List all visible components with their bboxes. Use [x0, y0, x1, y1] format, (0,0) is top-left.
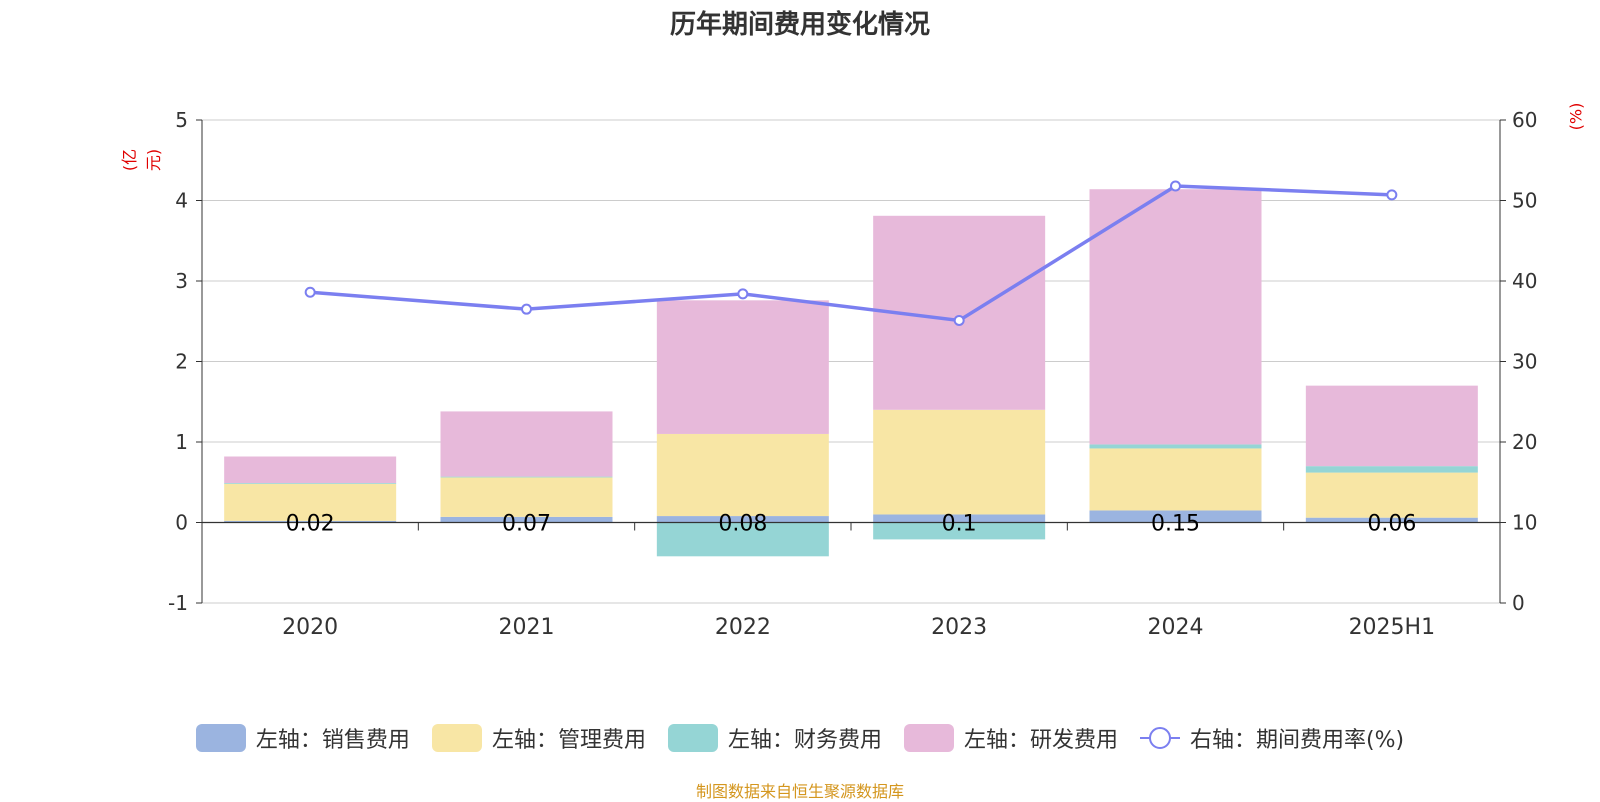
bar-finance-2024 [1089, 444, 1262, 449]
bar-sales-2024 [1089, 510, 1262, 523]
bar-admin-2023 [873, 409, 1046, 515]
bar-sales-2025H1 [1305, 517, 1478, 523]
bar-sales-2023 [873, 514, 1046, 523]
left-axis-tick-label: 1 [175, 430, 188, 454]
right-axis-tick-label: 30 [1512, 350, 1537, 374]
bar-rnd-2022 [656, 300, 829, 434]
bar-admin-2024 [1089, 448, 1262, 511]
legend-swatch-sales [195, 724, 246, 752]
legend-label-admin: 左轴：管理费用 [491, 728, 646, 753]
x-axis-category-label: 2020 [282, 615, 338, 640]
data-label-sales: 0.02 [286, 512, 335, 537]
bar-rnd-2025H1 [1305, 385, 1478, 467]
x-axis-category-label: 2021 [499, 615, 555, 640]
bar-admin-2022 [656, 433, 829, 517]
legend-item-finance[interactable]: 左轴：财务费用 [667, 722, 882, 754]
data-label-sales: 0.1 [942, 512, 977, 537]
x-axis-category-label: 2025H1 [1349, 615, 1436, 640]
bar-sales-2021 [440, 516, 613, 523]
left-axis-tick-label: -1 [168, 591, 188, 615]
legend-label-expense-rate: 右轴：期间费用率(%) [1189, 728, 1405, 753]
legend-label-sales: 左轴：销售费用 [255, 728, 410, 753]
right-axis-tick-label: 20 [1512, 430, 1537, 454]
data-label-sales: 0.06 [1367, 512, 1416, 537]
left-axis-tick-label: 0 [175, 511, 188, 535]
expense-rate-point-2021 [521, 303, 532, 315]
expense-rate-point-2020 [304, 286, 316, 298]
bar-finance-2022 [656, 522, 829, 557]
x-axis-category-label: 2022 [715, 615, 771, 640]
bar-admin-2025H1 [1305, 472, 1478, 518]
legend-label-rnd: 左轴：研发费用 [963, 728, 1118, 753]
right-axis-tick-label: 10 [1512, 511, 1537, 535]
bar-finance-2020 [224, 483, 397, 484]
legend-line-marker-icon [1139, 727, 1180, 749]
legend-item-sales[interactable]: 左轴：销售费用 [195, 722, 410, 754]
legend-item-admin[interactable]: 左轴：管理费用 [431, 722, 646, 754]
data-source-note: 制图数据来自恒生聚源数据库 [695, 782, 904, 801]
left-axis-tick-label: 2 [175, 350, 188, 374]
chart-title: 历年期间费用变化情况 [669, 10, 930, 40]
legend-label-finance: 左轴：财务费用 [727, 728, 882, 753]
x-axis-category-label: 2023 [931, 615, 987, 640]
expense-rate-point-2025H1 [1386, 189, 1398, 201]
expense-rate-line [310, 184, 1392, 323]
right-axis-tick-label: 50 [1512, 189, 1537, 213]
bar-sales-2020 [224, 520, 397, 523]
legend: 左轴：销售费用 左轴：管理费用 左轴：财务费用 左轴：研发费用 右轴：期间费用率… [0, 722, 1600, 754]
data-label-sales: 0.08 [718, 512, 767, 537]
bar-rnd-2020 [224, 456, 397, 484]
bar-sales-2022 [656, 516, 829, 523]
expense-rate-point-2024 [1170, 180, 1181, 192]
legend-swatch-finance [667, 724, 718, 752]
data-label-sales: 0.07 [502, 512, 551, 537]
right-axis-tick-label: 40 [1512, 269, 1537, 293]
left-axis-tick-label: 5 [175, 108, 188, 132]
bar-rnd-2024 [1089, 189, 1262, 445]
bar-rnd-2021 [440, 411, 613, 477]
left-axis-tick-label: 3 [175, 269, 188, 293]
legend-item-rnd[interactable]: 左轴：研发费用 [903, 722, 1118, 754]
data-label-sales: 0.15 [1151, 512, 1200, 537]
expense-rate-point-2023 [953, 314, 965, 326]
bar-finance-2025H1 [1305, 466, 1478, 473]
right-axis-tick-label: 0 [1512, 591, 1525, 615]
bar-finance-2021 [440, 476, 613, 478]
x-axis-category-label: 2024 [1148, 615, 1204, 640]
legend-swatch-admin [431, 724, 482, 752]
expense-rate-point-2022 [737, 288, 749, 300]
left-axis-tick-label: 4 [175, 189, 188, 213]
bar-admin-2021 [440, 477, 613, 517]
legend-item-expense-rate[interactable]: 右轴：期间费用率(%) [1139, 722, 1405, 754]
bar-finance-2023 [873, 522, 1046, 540]
legend-swatch-rnd [903, 724, 954, 752]
bar-admin-2020 [224, 483, 397, 521]
right-axis-tick-label: 60 [1512, 108, 1537, 132]
